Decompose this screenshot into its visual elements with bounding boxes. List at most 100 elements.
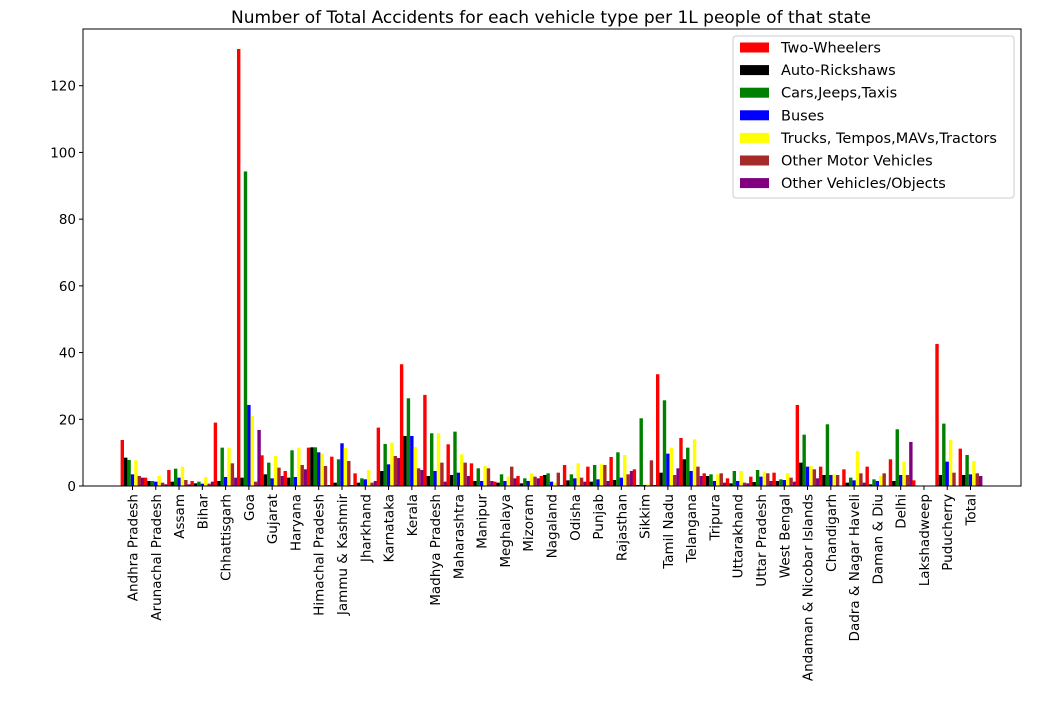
bar-dadra-and-nagar-haveli-buses [852,480,856,486]
bar-jammu-and-kashmir-auto-rickshaws [333,482,337,486]
bar-total-cars-jeeps-taxis [965,454,969,486]
legend-swatch-trucks-tempos-mavs-tractors [740,132,769,143]
bar-maharashtra-other-vehicles-objects [466,475,471,486]
bar-bihar-trucks-tempos-mavs-tractors [204,476,208,486]
bar-himachal-pradesh-buses [317,452,321,486]
bar-puducherry-cars-jeeps-taxis [942,423,946,486]
bar-mizoram-other-vehicles-objects [536,478,541,486]
bar-tamil-nadu-trucks-tempos-mavs-tractors [669,447,673,486]
bar-total-two-wheelers [958,448,962,486]
bar-gujarat-other-motor-vehicles [277,467,281,486]
bar-andhra-pradesh-two-wheelers [120,439,124,486]
bar-jammu-and-kashmir-cars-jeeps-taxis [336,459,341,486]
x-axis: Andhra Pradesh Arunachal Pradesh Assam Biha… [126,486,980,681]
bar-rajasthan-trucks-tempos-mavs-tractors [623,454,627,486]
legend-swatch-buses [740,110,769,121]
bar-chandigarh-trucks-tempos-mavs-tractors [832,474,836,486]
bar-chandigarh-two-wheelers [818,466,823,486]
bar-total-buses [968,474,973,486]
bar-goa-buses [247,404,251,486]
bar-madhya-pradesh-other-vehicles-objects [443,481,448,486]
y-tick-label: 80 [59,212,76,228]
legend-swatch-two-wheelers [740,42,769,53]
bar-total-other-vehicles-objects [979,475,983,486]
bar-daman-and-diu-trucks-tempos-mavs-tractors [879,475,883,486]
bar-tamil-nadu-cars-jeeps-taxis [662,400,667,486]
x-tick-label-chhattisgarh: Chhattisgarh [219,494,235,581]
bar-nagaland-two-wheelers [539,475,543,486]
legend-label-other-motor-vehicles: Other Motor Vehicles [781,154,933,170]
bar-chandigarh-auto-rickshaws [822,474,826,486]
x-tick-label-goa: Goa [242,494,258,521]
bar-chandigarh-cars-jeeps-taxis [825,424,830,486]
bar-odisha-auto-rickshaws [566,480,570,486]
bar-telangana-other-vehicles-objects [699,475,704,486]
bar-total-trucks-tempos-mavs-tractors [972,460,976,486]
bar-assam-other-vehicles-objects [187,484,191,486]
bar-uttarakhand-other-vehicles-objects [746,483,750,486]
x-tick-label-puducherry: Puducherry [940,494,956,571]
bar-dadra-and-nagar-haveli-two-wheelers [842,469,846,486]
bar-madhya-pradesh-cars-jeeps-taxis [430,433,434,486]
x-tick-label-tripura: Tripura [707,494,723,542]
bar-tamil-nadu-auto-rickshaws [659,472,663,486]
bar-delhi-buses [898,474,903,486]
bar-chhattisgarh-other-vehicles-objects [234,477,238,486]
bar-haryana-other-motor-vehicles [300,464,304,486]
bar-telangana-other-motor-vehicles [696,466,700,486]
bar-andaman-and-nicobar-islands-other-motor-vehicles [812,469,817,486]
bar-delhi-other-motor-vehicles [905,474,910,486]
bar-tripura-other-motor-vehicles [719,473,723,486]
legend: Two-Wheelers Auto-Rickshaws Cars,Jeeps,Tax… [732,35,1015,199]
bar-odisha-buses [573,478,577,486]
y-tick-label: 0 [67,479,76,495]
x-tick-label-uttar-pradesh: Uttar Pradesh [754,494,770,587]
bar-karnataka-two-wheelers [376,427,381,486]
bar-himachal-pradesh-auto-rickshaws [310,447,314,486]
bar-andhra-pradesh-trucks-tempos-mavs-tractors [134,460,138,486]
bar-maharashtra-other-motor-vehicles [463,462,467,486]
chart-title: Number of Total Accidents for each vehic… [231,8,871,28]
y-axis: 0 20 40 60 80 100 120 [50,79,83,495]
bar-telangana-auto-rickshaws [682,459,687,486]
bar-andhra-pradesh-buses [130,474,135,486]
x-tick-label-jharkhand: Jharkhand [358,494,374,563]
bar-manipur-buses [479,481,484,486]
bar-arunachal-pradesh-cars-jeeps-taxis [150,481,155,486]
bar-jammu-and-kashmir-two-wheelers [330,456,334,486]
legend-box [732,35,1015,199]
bar-madhya-pradesh-auto-rickshaws [426,475,431,486]
bar-bihar-other-vehicles-objects [210,481,215,486]
legend-swatch-auto-rickshaws [740,65,769,76]
bar-assam-cars-jeeps-taxis [173,468,178,486]
bar-karnataka-other-motor-vehicles [393,455,398,486]
bar-assam-other-motor-vehicles [184,480,188,486]
bar-lakshadweep-two-wheelers [912,480,916,486]
bar-madhya-pradesh-trucks-tempos-mavs-tractors [436,433,441,486]
bar-maharashtra-cars-jeeps-taxis [453,431,457,486]
bar-mizoram-buses [526,481,530,486]
bar-chhattisgarh-trucks-tempos-mavs-tractors [227,447,231,486]
bar-arunachal-pradesh-trucks-tempos-mavs-tractors [157,475,161,486]
bar-karnataka-auto-rickshaws [380,470,384,486]
bar-daman-and-diu-auto-rickshaws [868,484,873,486]
bar-uttar-pradesh-buses [759,476,763,486]
bar-total-other-motor-vehicles [975,473,979,486]
bar-kerala-auto-rickshaws [403,435,407,486]
x-tick-label-jammu-and-kashmir: Jammu & Kashmir [335,494,351,617]
bar-chhattisgarh-other-motor-vehicles [230,463,235,486]
bar-tamil-nadu-buses [666,453,670,486]
bar-assam-buses [177,477,181,486]
x-tick-label-mizoram: Mizoram [521,494,537,552]
bar-chhattisgarh-two-wheelers [213,422,218,486]
y-tick-label: 100 [50,145,76,161]
bar-tripura-cars-jeeps-taxis [709,474,713,486]
bar-chhattisgarh-auto-rickshaws [217,481,221,486]
bar-sikkim-other-motor-vehicles [649,460,654,486]
bar-chandigarh-other-motor-vehicles [835,474,840,486]
x-tick-label-tamil-nadu: Tamil Nadu [661,494,677,570]
bar-punjab-trucks-tempos-mavs-tractors [599,464,604,486]
bar-jharkhand-trucks-tempos-mavs-tractors [366,469,371,486]
bar-nagaland-other-motor-vehicles [556,472,560,486]
bar-manipur-trucks-tempos-mavs-tractors [483,465,487,486]
